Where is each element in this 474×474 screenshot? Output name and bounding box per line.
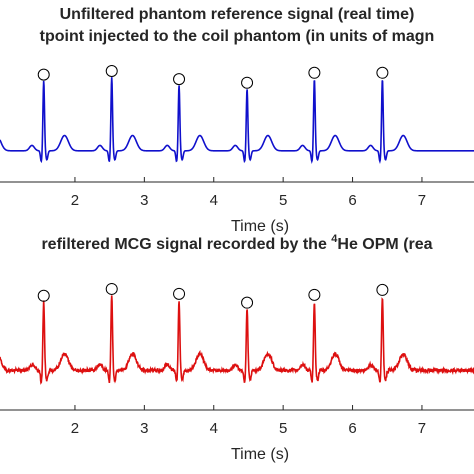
x-tick-label: 7 — [418, 192, 426, 209]
bottom-title-post: He OPM (rea — [337, 236, 432, 253]
x-tick-label: 7 — [418, 420, 426, 437]
x-tick-label: 5 — [279, 192, 287, 209]
top-title-line2: tpoint injected to the coil phantom (in … — [40, 28, 435, 45]
bottom-title-pre: refiltered MCG signal recorded by the — [41, 236, 331, 253]
peak-marker — [105, 65, 118, 77]
bottom-x-axis-label: Time (s) — [231, 446, 289, 463]
x-tick-label: 2 — [71, 420, 79, 437]
peak-marker — [308, 66, 321, 79]
top-x-ticks: 2 3 4 5 6 7 — [71, 177, 426, 209]
x-tick-label: 4 — [210, 192, 218, 209]
top-peak-markers — [37, 65, 389, 89]
bottom-signal-trace — [0, 295, 474, 385]
bottom-panel: refiltered MCG signal recorded by the 4H… — [0, 233, 474, 463]
peak-marker — [241, 296, 254, 309]
top-panel: Unfiltered phantom reference signal (rea… — [0, 6, 474, 235]
peak-marker — [173, 73, 186, 86]
bottom-title-superscript: 4 — [331, 233, 338, 245]
peak-marker — [37, 289, 50, 302]
peak-marker — [376, 66, 389, 79]
x-tick-label: 2 — [71, 192, 79, 209]
peak-marker — [376, 283, 389, 296]
peak-marker — [308, 288, 321, 301]
bottom-peak-markers — [37, 282, 389, 309]
peak-marker — [241, 76, 254, 89]
x-tick-label: 6 — [348, 192, 356, 209]
x-tick-label: 3 — [140, 420, 148, 437]
bottom-x-ticks: 2 3 4 5 6 7 — [71, 405, 426, 437]
peak-marker — [37, 68, 50, 81]
x-tick-label: 4 — [210, 420, 218, 437]
top-title-line1: Unfiltered phantom reference signal (rea… — [60, 6, 415, 23]
x-tick-label: 6 — [348, 420, 356, 437]
top-signal-trace — [0, 77, 474, 165]
bottom-title: refiltered MCG signal recorded by the 4H… — [41, 233, 432, 253]
x-tick-label: 5 — [279, 420, 287, 437]
x-tick-label: 3 — [140, 192, 148, 209]
peak-marker — [105, 282, 118, 295]
peak-marker — [173, 287, 186, 300]
top-x-axis-label: Time (s) — [231, 218, 289, 235]
